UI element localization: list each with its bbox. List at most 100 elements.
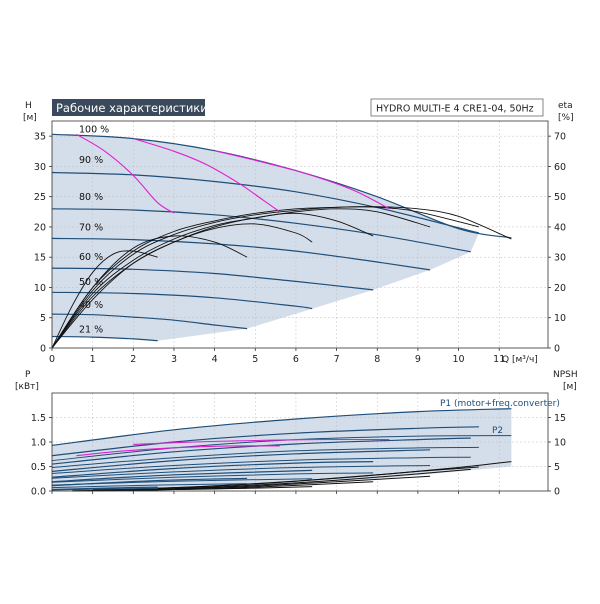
plot-frame	[51, 120, 549, 349]
y-axis-unit: [м]	[23, 113, 37, 123]
speed-label: 90 %	[79, 155, 103, 166]
operating-envelope	[52, 134, 512, 341]
y-tick-label: 35	[34, 132, 46, 143]
load-limit-curve	[76, 133, 175, 214]
y-tick-label: 30	[34, 162, 46, 173]
npsh-axis-label: NPSH	[553, 370, 578, 380]
p1-curves	[51, 408, 512, 491]
y-tick-label: 10	[34, 283, 46, 294]
p1-curve	[51, 408, 512, 446]
speed-label: 50 %	[79, 277, 103, 288]
p2-series-label: P2	[492, 426, 503, 436]
model-label: HYDRO MULTI-E 4 CRE1-04, 50Hz	[376, 104, 534, 115]
power-tick-label: 1.5	[31, 413, 46, 424]
x-tick-label: 5	[252, 354, 258, 365]
performance-curves-panel: 0 1 2 3 4 5 6 7 8 9 10 11 0 5 10 15 20 25 30 35 0 10 20 30 40 50 6…	[23, 98, 574, 365]
title-box	[52, 99, 205, 116]
speed-labels: 100 % 90 % 80 % 70 % 60 % 50 % 40 % 21 %	[79, 124, 109, 335]
efficiency-curve	[51, 206, 512, 349]
y-tick-label: 5	[40, 313, 46, 324]
power-load-limit-curves	[76, 438, 390, 457]
power-axis-unit: [кВт]	[15, 382, 39, 392]
p1-curve	[51, 477, 248, 487]
right-axis-unit: [%]	[558, 113, 574, 123]
right-tick-label: 40	[554, 222, 566, 233]
load-limit-curves	[76, 133, 390, 214]
y-tick-label: 20	[34, 222, 46, 233]
speed-label: 70 %	[79, 222, 103, 233]
operating-range-envelope	[52, 134, 512, 341]
x-tick-label: 10	[453, 354, 465, 365]
x-tick-label: 1	[90, 354, 96, 365]
right-axis-label: eta	[558, 101, 573, 111]
speed-label: 40 %	[79, 300, 103, 311]
x-axis-unit: [м³/ч]	[512, 355, 538, 365]
x-tick-label: 2	[130, 354, 136, 365]
load-limit-curve	[214, 150, 390, 210]
x-tick-label: 9	[415, 354, 421, 365]
p2-curve	[51, 472, 374, 483]
bottom-axes: 0.0 0.5 1.0 1.5 0 5 10 15	[31, 392, 566, 498]
speed-label: 80 %	[79, 192, 103, 203]
right-tick-label: 20	[554, 283, 566, 294]
x-tick-label: 4	[212, 354, 218, 365]
p1-series-label: P1 (motor+freq.converter)	[440, 399, 560, 409]
npsh-tick-label: 10	[554, 438, 566, 449]
head-curve	[51, 208, 471, 253]
head-curve	[51, 237, 431, 271]
npsh-tick-label: 0	[554, 487, 560, 498]
p1-curve	[51, 486, 158, 491]
head-curve	[51, 171, 480, 234]
p2-curve	[51, 483, 248, 489]
x-tick-label: 11	[493, 354, 505, 365]
p1-curve	[51, 461, 374, 478]
power-tick-label: 0.0	[31, 487, 46, 498]
efficiency-curve	[51, 212, 374, 349]
p2-curves	[51, 435, 512, 491]
power-load-limit-curve	[76, 445, 280, 457]
head-curve	[51, 313, 248, 330]
model-label-box	[370, 98, 544, 117]
chart-title: Рабочие характеристики	[56, 101, 208, 115]
power-tick-label: 0.5	[31, 462, 46, 473]
x-tick-label: 8	[374, 354, 380, 365]
efficiency-curve	[51, 250, 158, 349]
head-curve	[51, 291, 313, 310]
speed-label: 100 %	[79, 124, 109, 135]
p2-curve	[51, 456, 471, 474]
p1-curve	[51, 426, 479, 457]
speed-label: 21 %	[79, 325, 103, 336]
y-axis-label: H	[25, 101, 32, 111]
p2-curve	[51, 488, 158, 491]
power-axis-label: P	[25, 370, 31, 380]
right-tick-label: 70	[554, 132, 566, 143]
y-tick-label: 15	[34, 253, 46, 264]
head-curve	[51, 335, 158, 342]
y-tick-label: 0	[40, 344, 46, 355]
x-tick-label: 6	[293, 354, 299, 365]
npsh-tick-label: 15	[554, 413, 566, 424]
load-limit-curve	[133, 138, 281, 213]
p1-curve	[51, 469, 313, 483]
p2-curve	[51, 465, 431, 479]
power-npsh-panel: 0.0 0.5 1.0 1.5 0 5 10 15 P [кВт] NPSH [м] P1 (…	[15, 370, 578, 498]
power-load-limit-curve	[133, 438, 390, 445]
x-tick-label: 7	[334, 354, 340, 365]
npsh-tick-label: 5	[554, 462, 560, 473]
npsh-curve	[92, 466, 479, 491]
head-curve	[51, 267, 374, 291]
y-tick-label: 25	[34, 192, 46, 203]
efficiency-curve	[51, 208, 431, 349]
x-axis-label: Q	[502, 355, 509, 365]
power-tick-label: 1.0	[31, 438, 46, 449]
efficiency-curve	[51, 223, 313, 349]
speed-label: 60 %	[79, 252, 103, 263]
npsh-axis-unit: [м]	[563, 382, 577, 392]
right-tick-label: 30	[554, 253, 566, 264]
x-tick-label: 3	[171, 354, 177, 365]
x-tick-label: 0	[49, 354, 55, 365]
p1-curve	[51, 437, 471, 465]
efficiency-curve	[51, 235, 248, 349]
